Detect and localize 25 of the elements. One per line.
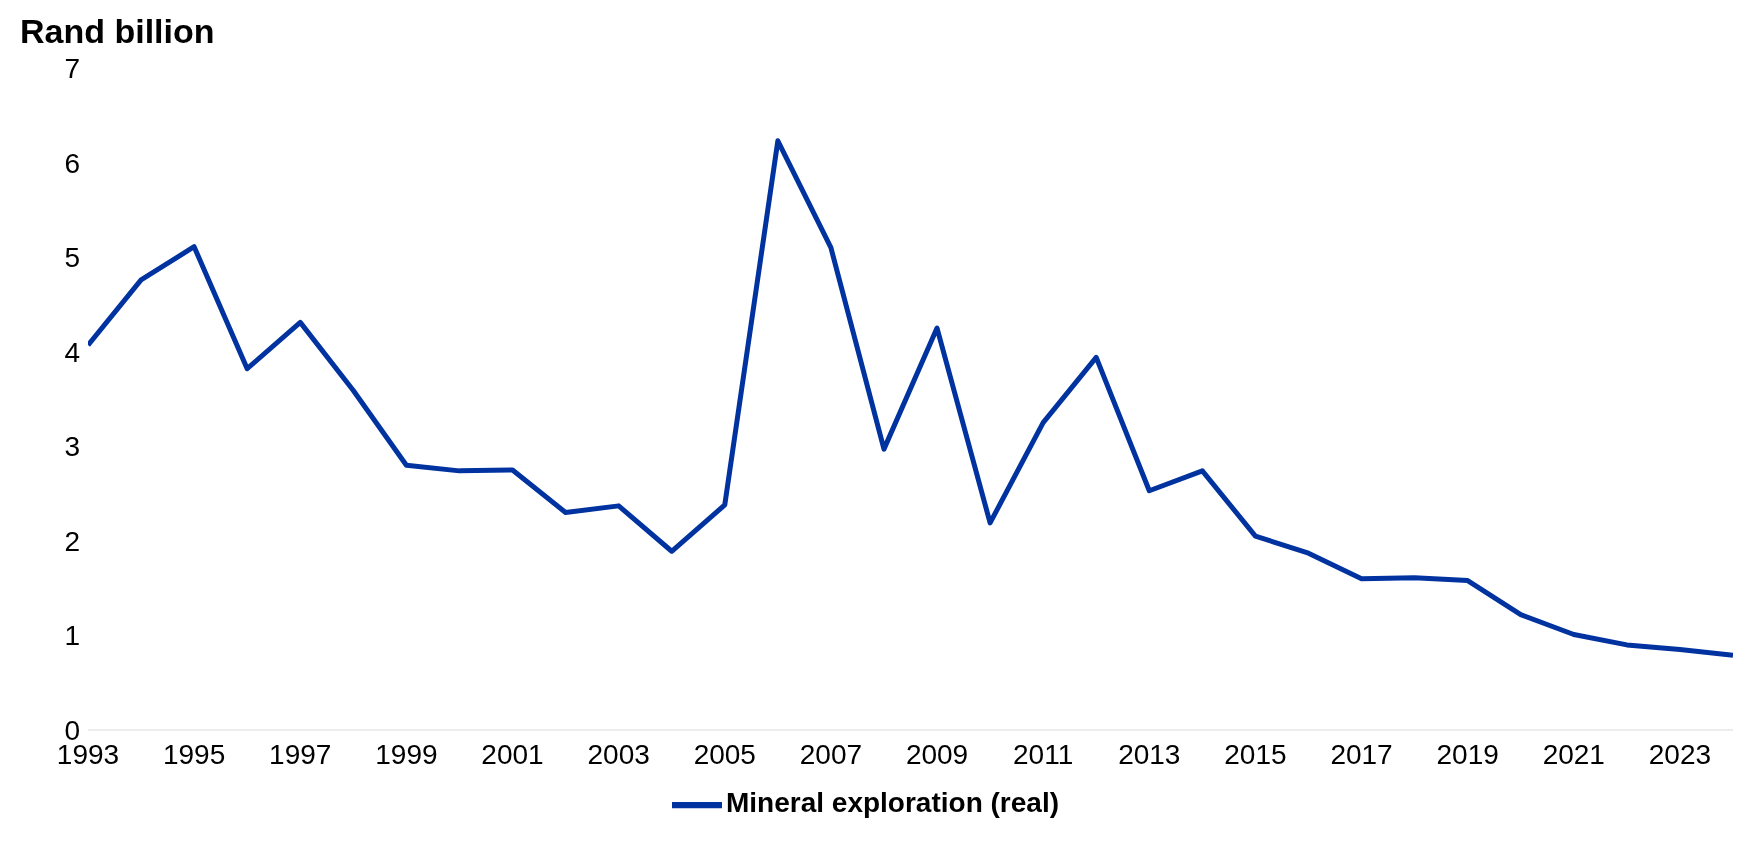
x-tick-label: 1999 [375, 738, 438, 770]
x-tick-label: 2021 [1542, 738, 1605, 770]
x-tick-label: 2005 [693, 738, 756, 770]
x-tick-label: 2013 [1118, 738, 1181, 770]
y-tick-label: 5 [64, 242, 80, 274]
x-tick-label: 2001 [481, 738, 544, 770]
y-axis-title: Rand billion [20, 12, 215, 51]
y-tick-label: 4 [64, 336, 80, 368]
x-tick-label: 1997 [269, 738, 332, 770]
y-tick-label: 1 [64, 620, 80, 652]
x-tick-label: 2011 [1013, 738, 1074, 770]
x-tick-label: 2015 [1224, 738, 1287, 770]
x-tick-label: 2023 [1648, 738, 1712, 770]
x-tick-label: 2017 [1330, 738, 1393, 770]
x-tick-label: 2007 [799, 738, 863, 770]
x-tick-label: 2019 [1436, 738, 1499, 770]
y-tick-label: 0 [64, 714, 80, 746]
x-tick-label: 2003 [587, 738, 650, 770]
y-tick-label: 2 [64, 525, 80, 557]
y-tick-label: 7 [64, 52, 80, 84]
legend-label: Mineral exploration (real) [726, 787, 1059, 819]
y-tick-label: 6 [64, 147, 80, 179]
x-tick-label: 1995 [162, 738, 226, 770]
y-tick-label: 3 [64, 431, 80, 463]
x-tick-label: 2009 [905, 738, 969, 770]
